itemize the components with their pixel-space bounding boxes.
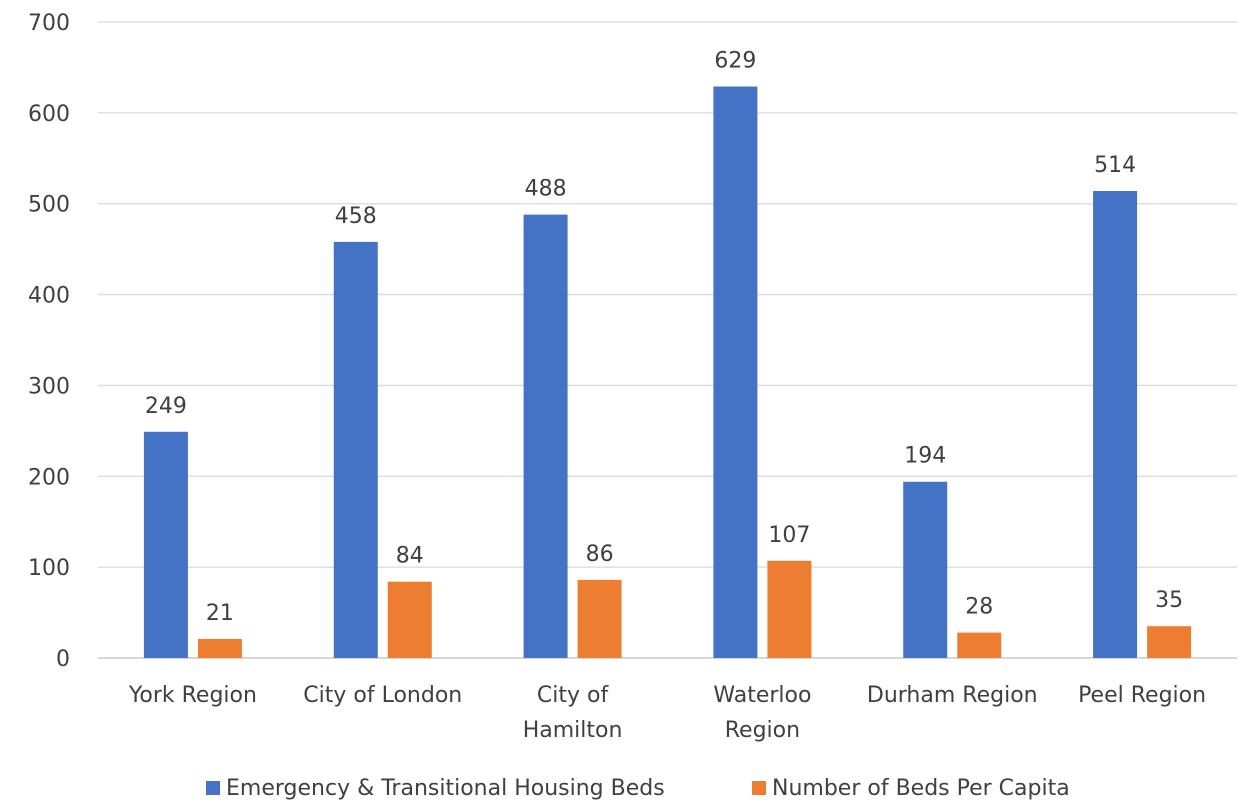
data-label: 86 bbox=[586, 542, 614, 567]
data-label: 35 bbox=[1155, 588, 1183, 613]
bar-beds-per-capita bbox=[767, 560, 812, 658]
data-label: 194 bbox=[904, 444, 946, 469]
data-label: 28 bbox=[965, 595, 993, 620]
data-labels: 249 21 458 84 488 86 629 107 194 28 514 35 bbox=[145, 49, 1183, 626]
y-tick-label: 500 bbox=[28, 193, 70, 218]
data-label: 629 bbox=[714, 49, 756, 74]
category-label: Hamilton bbox=[523, 718, 623, 743]
y-tick-label: 200 bbox=[28, 465, 70, 490]
bar-housing-beds bbox=[903, 481, 948, 658]
data-label: 84 bbox=[396, 544, 424, 569]
category-label: Waterloo bbox=[713, 683, 811, 708]
category-label: City of London bbox=[303, 683, 462, 708]
y-tick-label: 400 bbox=[28, 284, 70, 309]
y-tick-label: 0 bbox=[56, 647, 70, 672]
bar-housing-beds bbox=[713, 86, 758, 659]
legend-label: Number of Beds Per Capita bbox=[772, 776, 1070, 801]
bar-beds-per-capita bbox=[387, 581, 432, 658]
data-label: 488 bbox=[525, 177, 567, 202]
gridlines bbox=[98, 21, 1237, 659]
legend-swatch bbox=[206, 781, 220, 795]
category-label: York Region bbox=[128, 683, 257, 708]
category-label: Peel Region bbox=[1078, 683, 1206, 708]
y-tick-label: 600 bbox=[28, 102, 70, 127]
x-axis-categories: York Region City of London City of Hamilton… bbox=[128, 683, 1206, 743]
bar-beds-per-capita bbox=[1147, 626, 1192, 658]
y-tick-label: 100 bbox=[28, 556, 70, 581]
category-label: City of bbox=[537, 683, 610, 708]
category-label: Region bbox=[725, 718, 800, 743]
bar-housing-beds bbox=[1093, 190, 1138, 658]
data-label: 249 bbox=[145, 394, 187, 419]
data-label: 458 bbox=[335, 204, 377, 229]
y-axis-ticks: 0 100 200 300 400 500 600 700 bbox=[28, 11, 70, 672]
bars bbox=[143, 86, 1192, 659]
category-label: Durham Region bbox=[867, 683, 1038, 708]
data-label: 21 bbox=[206, 601, 234, 626]
bar-housing-beds bbox=[333, 241, 378, 659]
y-tick-label: 700 bbox=[28, 11, 70, 36]
bar-beds-per-capita bbox=[957, 632, 1002, 658]
legend-swatch bbox=[752, 781, 766, 795]
bar-housing-beds bbox=[143, 431, 188, 658]
data-label: 514 bbox=[1094, 153, 1136, 178]
bar-beds-per-capita bbox=[577, 579, 622, 658]
legend-label: Emergency & Transitional Housing Beds bbox=[226, 776, 665, 801]
bar-housing-beds bbox=[523, 214, 568, 659]
legend: Emergency & Transitional Housing Beds Num… bbox=[206, 776, 1070, 801]
data-label: 107 bbox=[768, 523, 810, 548]
bar-beds-per-capita bbox=[197, 638, 242, 658]
y-tick-label: 300 bbox=[28, 374, 70, 399]
